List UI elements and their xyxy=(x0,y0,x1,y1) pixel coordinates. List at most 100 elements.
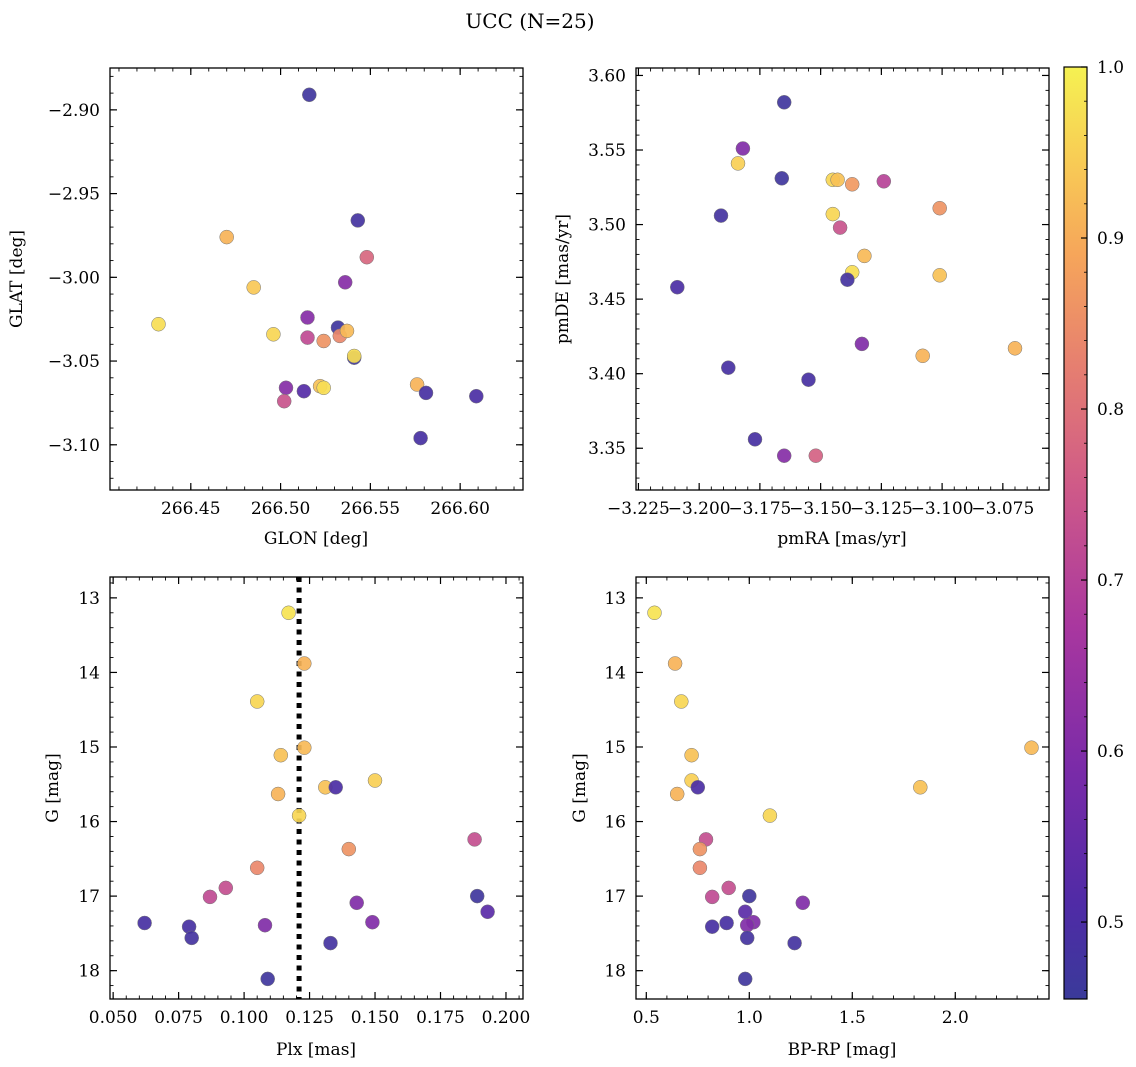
y-tick-label: 15 xyxy=(78,738,100,758)
x-tick-label: 0.150 xyxy=(351,1008,400,1028)
panel-pmra-pmde-xlabel: pmRA [mas/yr] xyxy=(777,529,906,549)
data-point xyxy=(151,316,166,332)
data-point xyxy=(270,786,286,802)
y-tick-label: 18 xyxy=(78,962,100,982)
x-tick-label: 0.5 xyxy=(633,1008,660,1028)
data-point xyxy=(137,915,152,931)
data-point xyxy=(349,895,364,911)
data-point xyxy=(184,930,199,946)
data-point xyxy=(278,380,294,396)
data-point xyxy=(667,656,683,671)
data-point xyxy=(291,808,307,823)
data-point xyxy=(469,888,485,904)
data-point xyxy=(844,177,860,192)
x-tick-label: 1.5 xyxy=(839,1008,866,1028)
x-tick-label: 0.075 xyxy=(154,1008,203,1028)
data-point xyxy=(346,348,362,364)
x-tick-label: 266.45 xyxy=(161,499,220,519)
x-tick-label: −3.150 xyxy=(789,499,852,519)
panel-plx-g-xlabel: Plx [mas] xyxy=(276,1040,356,1060)
panel-glon-glat-ticks: 266.45 266.50 266.55 266.60 −2.90 −2.95 −3.00 −… xyxy=(48,68,523,519)
y-tick-label: 13 xyxy=(604,589,626,609)
data-point xyxy=(669,786,685,802)
y-tick-label: 16 xyxy=(78,813,100,833)
data-point xyxy=(316,380,331,396)
data-point xyxy=(328,780,343,795)
y-tick-label: 18 xyxy=(604,962,626,982)
x-tick-label: −3.125 xyxy=(850,499,913,519)
data-point xyxy=(249,860,265,876)
data-point xyxy=(739,930,755,946)
y-tick-label: 15 xyxy=(604,738,626,758)
data-point xyxy=(670,279,685,295)
data-point xyxy=(832,220,848,235)
colorbar-tick-label: 0.5 xyxy=(1097,913,1124,933)
data-point xyxy=(840,272,855,287)
y-tick-label: 17 xyxy=(604,887,626,907)
panel-glon-glat-ylabel: GLAT [deg] xyxy=(7,230,27,328)
x-tick-label: 1.0 xyxy=(736,1008,763,1028)
y-tick-label: 3.55 xyxy=(588,141,626,161)
panel-bprp-g: 0.5 1.0 1.5 2.0 13 14 15 16 17 18 BP-RP [mag] G [… xyxy=(570,576,1050,1060)
y-tick-label: −2.95 xyxy=(48,185,100,205)
x-tick-label: −3.175 xyxy=(728,499,791,519)
x-tick-label: 0.200 xyxy=(482,1008,531,1028)
panel-plx-g-frame xyxy=(109,576,524,1000)
data-point xyxy=(776,448,792,463)
data-point xyxy=(690,780,706,795)
colorbar-tick-label: 0.7 xyxy=(1097,571,1124,591)
data-point xyxy=(735,141,751,156)
data-point xyxy=(762,808,778,823)
colorbar-ticks: 0.5 0.6 0.7 0.8 0.9 1.0 xyxy=(1081,58,1124,991)
data-point xyxy=(300,330,315,345)
data-point xyxy=(721,880,736,896)
data-point xyxy=(359,249,375,265)
colorbar-tick-label: 0.8 xyxy=(1097,400,1124,420)
data-point xyxy=(704,889,720,905)
data-point xyxy=(339,323,355,339)
y-tick-label: 3.35 xyxy=(588,439,626,459)
panel-pmra-pmde-frame xyxy=(635,67,1050,491)
data-point xyxy=(1024,740,1039,755)
data-point xyxy=(1007,341,1023,356)
data-point xyxy=(704,919,720,934)
data-point xyxy=(219,229,234,245)
data-point xyxy=(801,372,816,387)
data-point xyxy=(913,780,928,795)
data-point xyxy=(674,694,689,709)
data-point xyxy=(469,388,484,404)
data-point xyxy=(854,336,870,352)
x-tick-label: 2.0 xyxy=(942,1008,969,1028)
x-tick-label: 266.55 xyxy=(341,499,400,519)
y-tick-label: 16 xyxy=(604,813,626,833)
data-point xyxy=(721,360,736,375)
panel-pmra-pmde-ylabel: pmDE [mas/yr] xyxy=(553,214,573,344)
y-tick-label: 17 xyxy=(78,887,100,907)
x-tick-label: 0.175 xyxy=(416,1008,465,1028)
data-point xyxy=(302,87,317,103)
data-point xyxy=(350,213,366,228)
panel-bprp-g-ylabel: G [mag] xyxy=(570,753,590,822)
y-tick-label: 13 xyxy=(78,589,100,609)
x-tick-label: −3.200 xyxy=(668,499,731,519)
data-point xyxy=(273,747,289,763)
data-point xyxy=(297,656,312,671)
data-point xyxy=(876,174,892,189)
panel-bprp-g-frame xyxy=(635,576,1050,1000)
data-point xyxy=(281,605,296,621)
y-tick-label: 3.40 xyxy=(588,365,626,385)
y-tick-label: −3.10 xyxy=(48,436,100,456)
panel-pmra-pmde-ticks: −3.225−3.200−3.175−3.150−3.125−3.100−3.0… xyxy=(588,66,1049,519)
figure-title: UCC (N=25) xyxy=(465,9,594,33)
data-point xyxy=(300,310,315,325)
panel-plx-g-ylabel: G [mag] xyxy=(43,753,63,822)
panel-plx-g-ticks: 0.050 0.075 0.100 0.125 0.150 0.175 0.200 13 14 1… xyxy=(78,577,530,1028)
panel-bprp-g-marks xyxy=(647,605,1039,987)
data-point xyxy=(367,773,383,788)
x-tick-label: 0.125 xyxy=(285,1008,334,1028)
data-point xyxy=(932,268,947,283)
panel-glon-glat-marks xyxy=(151,87,484,446)
panel-plx-g-marks xyxy=(137,577,495,999)
data-point xyxy=(932,200,947,216)
